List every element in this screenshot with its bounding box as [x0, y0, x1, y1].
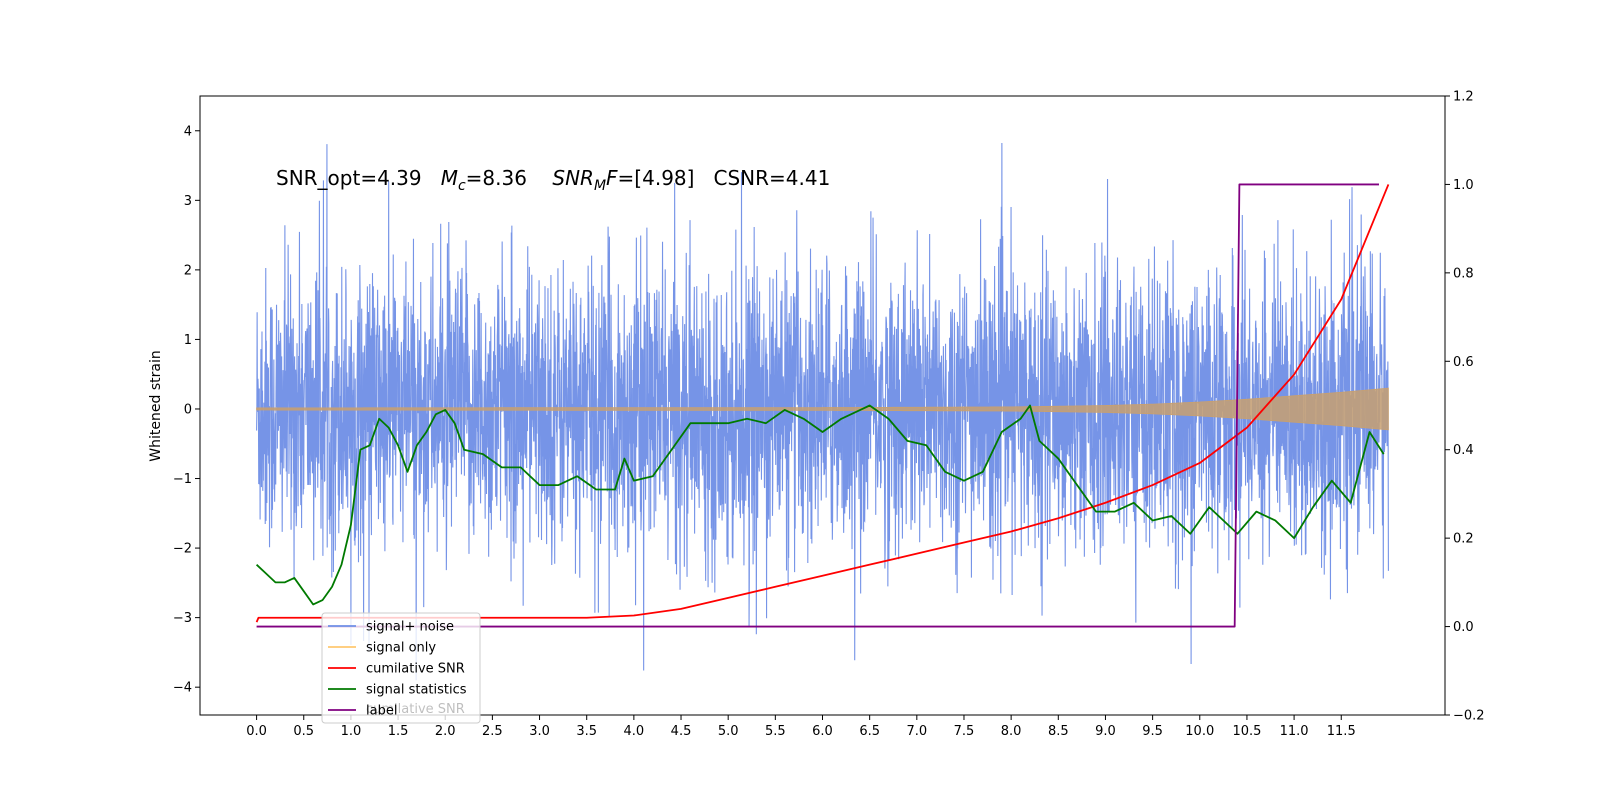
- x-tick-label: 4.0: [624, 724, 645, 739]
- annotation-f-symbol: F: [606, 166, 618, 190]
- x-tick-label: 9.0: [1095, 724, 1116, 739]
- legend-label: label: [366, 704, 397, 719]
- legend-label: signal only: [366, 641, 436, 656]
- y-axis-left: −4 −3 −2 −1 0 1 2 3 4: [173, 124, 200, 696]
- x-tick-label: 11.0: [1280, 724, 1309, 739]
- series-layer: [255, 142, 1390, 681]
- annotation-mc-subscript: c: [458, 178, 466, 194]
- y-tick-label: 4: [184, 124, 192, 139]
- x-tick-label: 10.5: [1232, 724, 1261, 739]
- y-tick-label: −4: [173, 681, 192, 696]
- y-tick-label: 3: [184, 194, 192, 209]
- x-tick-label: 7.0: [906, 724, 927, 739]
- y2-tick-label: 0.2: [1453, 532, 1474, 547]
- x-axis: 0.0 0.5 1.0 1.5 2.0 2.5 3.0 3.5 4.0 4.5 5.0 5.5 6.0 6…: [246, 715, 1356, 739]
- y2-tick-label: 1.0: [1453, 178, 1474, 193]
- y-tick-label: −1: [173, 472, 192, 487]
- annotation-snr-opt: SNR_opt=4.39: [276, 166, 441, 190]
- x-tick-label: 2.0: [435, 724, 456, 739]
- y-axis-label: Whitened strain: [148, 350, 164, 461]
- y-axis-right: −0.2 0.0 0.2 0.4 0.6 0.8 1.0 1.2: [1445, 90, 1485, 724]
- series-signal-only: [256, 387, 1389, 431]
- legend-box: [321, 612, 481, 724]
- annotation-snr-values: =[4.98] CSNR=4.41: [618, 166, 831, 190]
- x-tick-label: 8.5: [1048, 724, 1069, 739]
- annotation-snr-subscript: M: [594, 178, 606, 194]
- legend-label: cumilative SNR: [366, 662, 465, 677]
- series-signal-statistics: [255, 404, 1385, 606]
- legend-label: signal+ noise: [366, 620, 454, 635]
- y2-tick-label: −0.2: [1453, 709, 1485, 724]
- y2-tick-label: 0.0: [1453, 620, 1474, 635]
- y-tick-label: −3: [173, 611, 192, 626]
- x-tick-label: 11.5: [1327, 724, 1356, 739]
- y2-tick-label: 0.8: [1453, 266, 1474, 281]
- x-tick-label: 3.5: [576, 724, 597, 739]
- y2-tick-label: 0.6: [1453, 355, 1474, 370]
- y-tick-label: −2: [173, 542, 192, 557]
- x-tick-label: 7.5: [954, 724, 975, 739]
- x-tick-label: 6.0: [812, 724, 833, 739]
- legend-label: signal statistics: [366, 683, 467, 698]
- x-tick-label: 4.5: [671, 724, 692, 739]
- x-tick-label: 1.0: [341, 724, 362, 739]
- x-tick-label: 3.0: [529, 724, 550, 739]
- series-label: [256, 183, 1379, 628]
- x-tick-label: 5.5: [765, 724, 786, 739]
- legend-overlapped-text: cumilative SNR: [366, 702, 465, 717]
- x-tick-label: 1.5: [388, 724, 409, 739]
- x-tick-label: 2.5: [482, 724, 503, 739]
- snr-annotation: SNR_opt=4.39 Mc=8.36 SNRMF=[4.98] CSNR=4…: [276, 166, 830, 194]
- y-tick-label: 1: [184, 333, 192, 348]
- y2-tick-label: 1.2: [1453, 90, 1474, 105]
- annotation-mc-symbol: M: [441, 166, 458, 190]
- y-tick-label: 2: [184, 263, 192, 278]
- x-tick-label: 9.5: [1142, 724, 1163, 739]
- series-cumilative-snr: [255, 184, 1390, 623]
- y2-tick-label: 0.4: [1453, 443, 1474, 458]
- x-tick-label: 8.0: [1001, 724, 1022, 739]
- x-tick-label: 10.0: [1185, 724, 1214, 739]
- y-tick-label: 0: [184, 402, 192, 417]
- x-tick-label: 5.0: [718, 724, 739, 739]
- x-tick-label: 0.5: [293, 724, 314, 739]
- annotation-snr-symbol: SNR: [552, 166, 594, 190]
- x-tick-label: 0.0: [246, 724, 267, 739]
- x-tick-label: 6.5: [859, 724, 880, 739]
- annotation-mc-value: =8.36: [466, 166, 553, 190]
- legend: cumilative SNR signal+ noise signal only cu…: [321, 612, 481, 724]
